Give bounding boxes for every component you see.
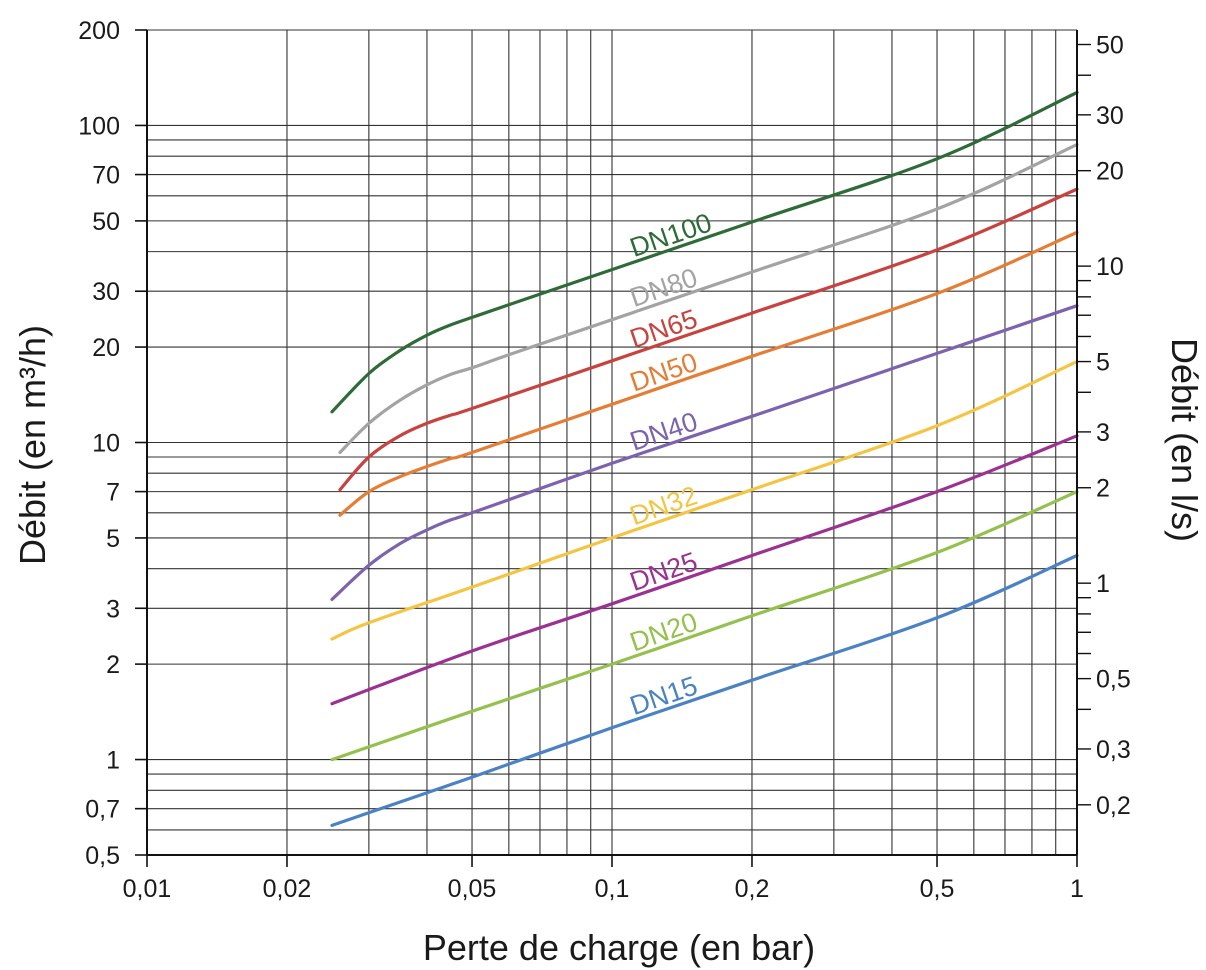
series-line-dn32	[330, 360, 1079, 641]
series-label-dn15: DN15	[626, 670, 701, 721]
series-line-dn40	[330, 304, 1079, 601]
series-label-dn20: DN20	[626, 607, 701, 658]
y-left-tick-label: 200	[78, 17, 120, 45]
y-left-tick-label: 50	[92, 208, 120, 236]
series-label-dn100: DN100	[626, 207, 715, 262]
y-right-tick-label: 0,2	[1096, 792, 1131, 820]
y-right-tick-label: 1	[1096, 570, 1110, 598]
y-left-tick-label: 5	[106, 525, 120, 553]
y-left-tick-label: 20	[92, 334, 120, 362]
x-tick-label: 0,5	[920, 875, 955, 903]
y-right-tick-label: 50	[1096, 32, 1124, 60]
y-right-tick-label: 2	[1096, 475, 1110, 503]
y-left-tick-label: 100	[78, 112, 120, 140]
y-left-tick-label: 30	[92, 278, 120, 306]
y-left-tick-label: 0,7	[85, 796, 120, 824]
y-left-tick-label: 7	[106, 479, 120, 507]
series-line-dn80	[338, 143, 1079, 455]
y-right-tick-label: 30	[1096, 102, 1124, 130]
y-right-tick-label: 0,3	[1096, 736, 1131, 764]
y-axis-title-left: Débit (en m³/h)	[12, 325, 53, 565]
flow-curves	[330, 90, 1079, 827]
y-left-tick-label: 70	[92, 162, 120, 190]
y-right-tick-label: 20	[1096, 158, 1124, 186]
x-axis-title: Perte de charge (en bar)	[423, 927, 815, 968]
series-label-dn25: DN25	[626, 546, 701, 597]
series-line-dn65	[338, 187, 1079, 492]
y-left-tick-label: 2	[106, 651, 120, 679]
y-axis-title-right: Débit (en l/s)	[1164, 338, 1205, 542]
series-label-dn40: DN40	[626, 406, 701, 456]
y-left-tick-label: 10	[92, 430, 120, 458]
grid-minor	[146, 29, 1077, 856]
axes	[135, 29, 1091, 867]
y-right-tick-label: 0,5	[1096, 666, 1131, 694]
x-tick-label: 0,1	[595, 875, 630, 903]
series-line-dn50	[338, 230, 1079, 517]
series-label-dn32: DN32	[626, 480, 701, 531]
series-label-dn50: DN50	[626, 347, 701, 398]
x-tick-label: 0,01	[123, 875, 172, 903]
y-right-tick-label: 10	[1096, 253, 1124, 281]
y-right-tick-label: 5	[1096, 349, 1110, 377]
x-tick-label: 1	[1070, 875, 1084, 903]
y-left-tick-label: 3	[106, 595, 120, 623]
y-left-tick-label: 0,5	[85, 842, 120, 870]
y-right-tick-label: 3	[1096, 419, 1110, 447]
series-line-dn15	[330, 553, 1079, 827]
x-tick-label: 0,05	[448, 875, 497, 903]
series-line-dn100	[330, 90, 1079, 414]
y-left-tick-label: 1	[106, 747, 120, 775]
x-tick-label: 0,2	[735, 875, 770, 903]
series-line-dn20	[330, 490, 1079, 762]
series-line-dn25	[330, 434, 1079, 706]
tick-labels: 0,01 0,02 0,05 0,1 0,2 0,5 1 0,5 0,7 1 2 3 5 7 10 20 30 5…	[78, 17, 1130, 903]
x-tick-label: 0,02	[263, 875, 312, 903]
